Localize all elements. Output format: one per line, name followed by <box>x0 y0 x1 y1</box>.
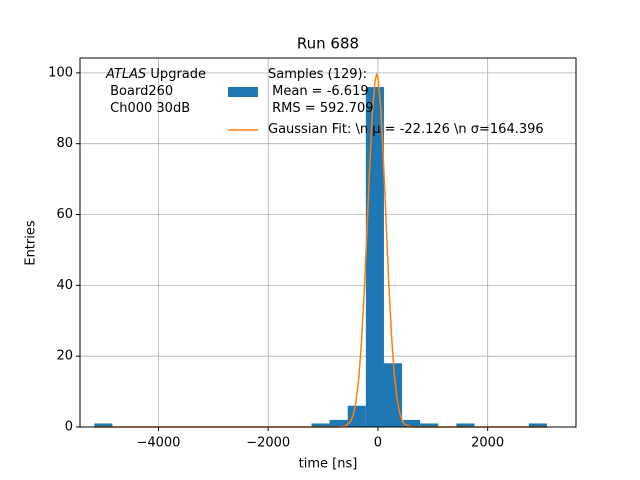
y-tick-label: 100 <box>48 65 73 80</box>
annotation-text: ATLAS <box>106 67 147 82</box>
y-tick-label: 80 <box>56 136 73 151</box>
histogram-bar <box>402 419 421 427</box>
histogram-bar <box>94 423 113 427</box>
histogram-bar <box>420 423 439 427</box>
histogram-bar <box>311 423 330 427</box>
x-tick-label: 2000 <box>471 436 504 451</box>
x-tick-label: −2000 <box>246 436 290 451</box>
fit-line <box>94 72 547 428</box>
annotation-text: Board260 <box>110 84 174 99</box>
y-tick-label: 20 <box>56 349 73 364</box>
y-tick-label: 60 <box>56 207 73 222</box>
annotation-text: Upgrade <box>150 67 207 82</box>
histogram-bar <box>365 87 384 427</box>
legend-swatch <box>228 86 258 97</box>
histogram-bar <box>383 363 403 427</box>
x-tick-label: 0 <box>374 436 382 451</box>
histogram-bar <box>329 419 348 427</box>
axes-frame <box>79 57 577 428</box>
histogram-bar <box>528 423 547 427</box>
annotation-text: Ch000 30dB <box>110 101 191 116</box>
legend-patch <box>228 86 258 97</box>
y-tick-label: 0 <box>65 420 73 435</box>
legend-label: Samples (129): Mean = -6.619 RMS = 592.7… <box>268 67 374 116</box>
y-axis-label: Entries <box>24 220 39 266</box>
y-tick-label: 40 <box>56 278 73 293</box>
legend-swatch <box>228 128 258 131</box>
chart-title: Run 688 <box>297 35 359 53</box>
histogram-bar <box>347 405 366 427</box>
x-axis-label: time [ns] <box>299 457 358 472</box>
annotation: ATLAS Upgrade Board260 Ch000 30dB <box>106 66 206 117</box>
x-tick-label: −4000 <box>136 436 180 451</box>
histogram-bar <box>456 423 475 427</box>
legend-label: Gaussian Fit: \n μ = -22.126 \n σ=164.39… <box>268 122 544 137</box>
